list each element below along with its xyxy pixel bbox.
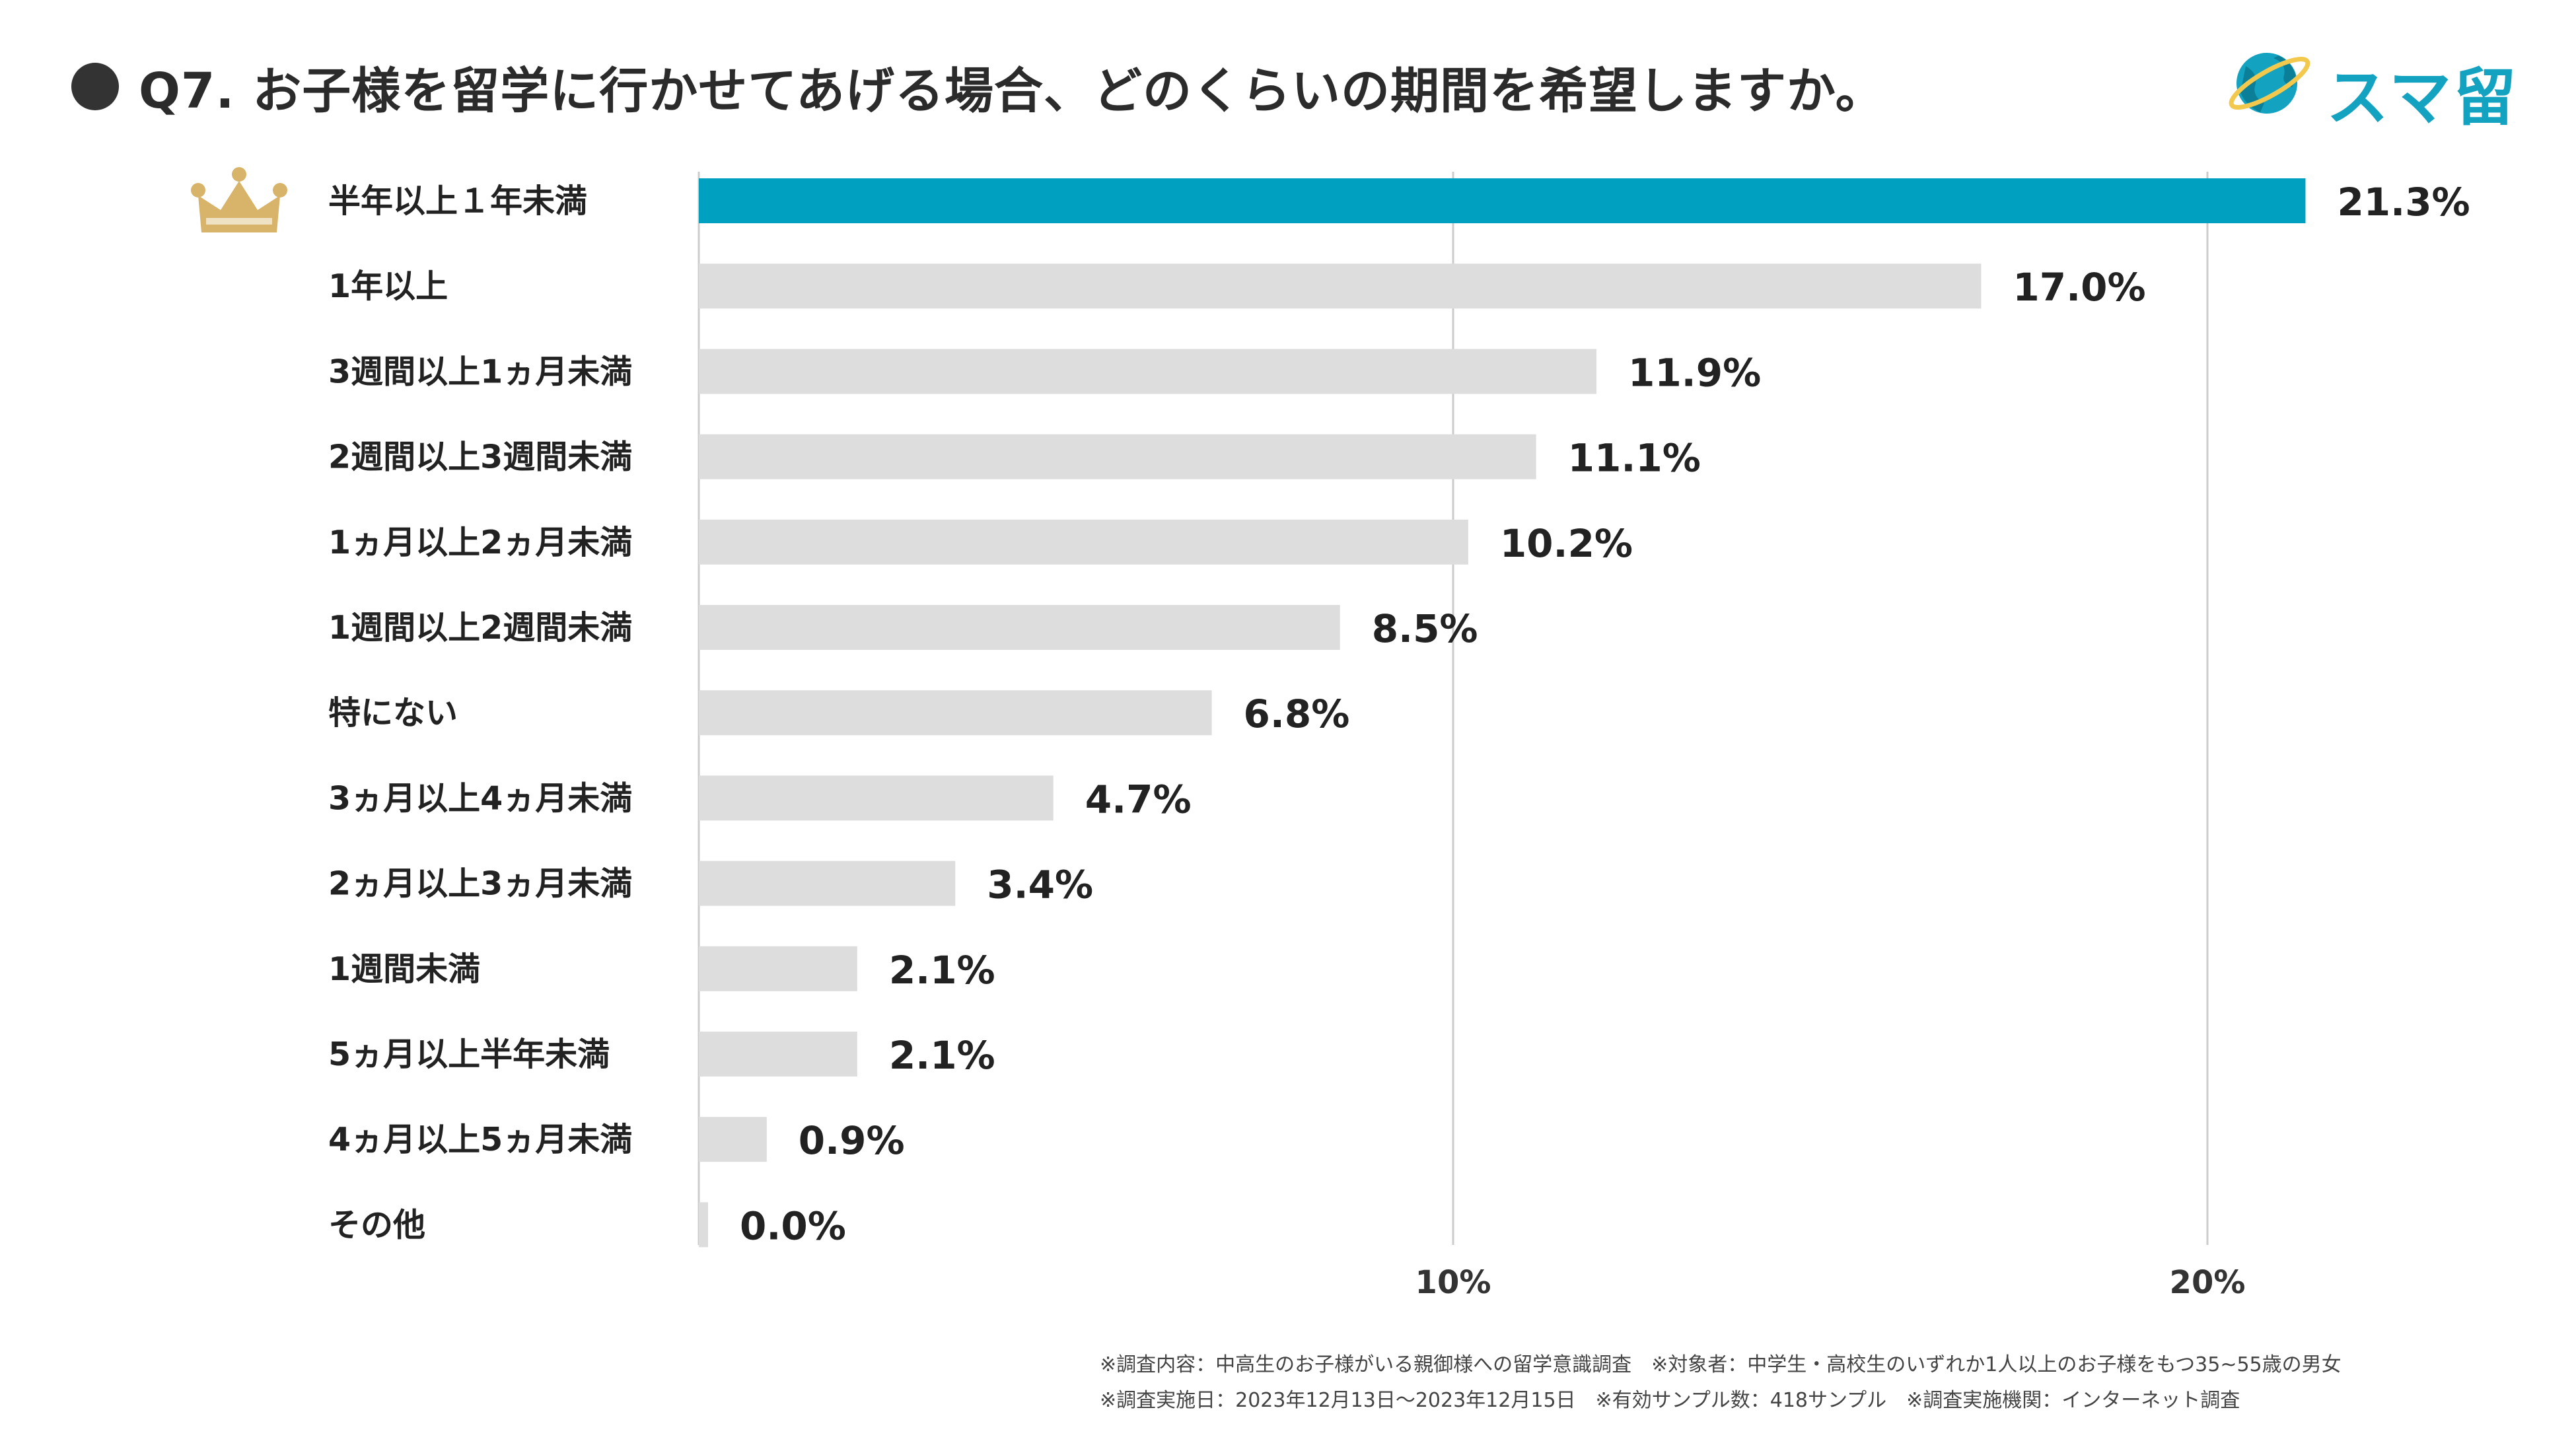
value-label: 6.8%	[1244, 691, 1350, 736]
footnotes: ※調査内容：中高生のお子様がいる親御様への留学意識調査 ※対象者：中学生・高校生…	[1100, 1347, 2342, 1419]
category-label: 3週間以上1ヵ月未満	[328, 353, 632, 390]
bar	[699, 946, 857, 991]
bar-highlight	[699, 178, 2306, 223]
category-label: 4ヵ月以上5ヵ月未満	[328, 1121, 632, 1158]
value-label: 0.0%	[740, 1203, 846, 1248]
category-label: 1年以上	[328, 267, 448, 305]
bar	[699, 775, 1054, 821]
footnote-line: ※調査内容：中高生のお子様がいる親御様への留学意識調査 ※対象者：中学生・高校生…	[1100, 1353, 2342, 1376]
category-label: その他	[328, 1206, 425, 1244]
value-label: 21.3%	[2337, 180, 2470, 225]
brand-logo: スマ留	[2226, 40, 2530, 134]
category-label: 1週間以上2週間未満	[328, 609, 632, 647]
bar	[699, 1202, 708, 1248]
x-tick-label: 20%	[2170, 1264, 2246, 1301]
bar	[699, 434, 1536, 479]
value-label: 17.0%	[2013, 265, 2145, 310]
value-label: 2.1%	[889, 948, 995, 993]
category-label: 特にない	[328, 694, 458, 732]
category-label: 半年以上１年未満	[328, 182, 587, 220]
category-label: 2週間以上3週間未満	[328, 439, 632, 476]
category-label: 1週間未満	[328, 950, 480, 988]
value-label: 4.7%	[1085, 777, 1192, 822]
bar	[699, 1032, 857, 1077]
value-label: 10.2%	[1500, 521, 1633, 566]
footnote-line: ※調査実施日：2023年12月13日～2023年12月15日 ※有効サンプル数：…	[1100, 1389, 2240, 1412]
category-label: 3ヵ月以上4ヵ月未満	[328, 779, 632, 817]
bar	[699, 519, 1468, 565]
value-label: 2.1%	[889, 1033, 995, 1078]
crown-icon	[191, 167, 287, 232]
bar	[699, 861, 956, 906]
bar-chart: 10% 20% 半年以上１年未満 21.3% 1年以上 17.0% 3週間以上1ヵ月未満 11…	[191, 167, 2470, 1301]
value-label: 3.4%	[987, 863, 1093, 907]
logo-text: スマ留	[2326, 62, 2519, 134]
bar	[699, 690, 1212, 736]
bar	[699, 349, 1596, 394]
value-label: 11.9%	[1628, 350, 1761, 395]
bar	[699, 264, 1982, 309]
category-label: 2ヵ月以上3ヵ月未満	[328, 865, 632, 903]
category-label: 5ヵ月以上半年未満	[328, 1036, 610, 1073]
page-title: Q7. お子様を留学に行かせてあげる場合、どのくらいの期間を希望しますか。	[139, 63, 1885, 120]
title-bullet	[71, 63, 119, 110]
bar	[699, 1117, 767, 1162]
x-tick-label: 10%	[1415, 1264, 1491, 1301]
value-label: 8.5%	[1372, 606, 1478, 651]
value-label: 11.1%	[1568, 436, 1701, 481]
category-label: 1ヵ月以上2ヵ月未満	[328, 524, 632, 561]
globe-icon	[2229, 53, 2310, 114]
bar	[699, 605, 1340, 650]
value-label: 0.9%	[799, 1118, 905, 1163]
